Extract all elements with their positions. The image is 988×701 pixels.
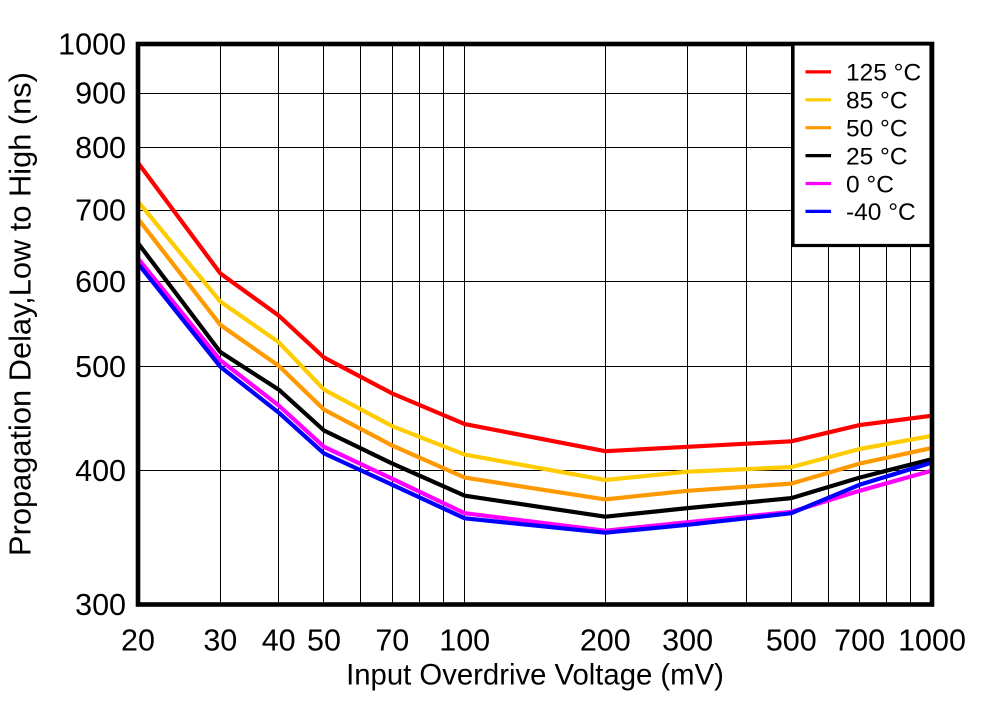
svg-text:50: 50 bbox=[307, 623, 341, 657]
svg-text:25 °C: 25 °C bbox=[846, 143, 908, 170]
svg-text:Input Overdrive Voltage (mV): Input Overdrive Voltage (mV) bbox=[346, 659, 724, 692]
svg-text:300: 300 bbox=[662, 623, 713, 657]
svg-text:900: 900 bbox=[75, 76, 126, 110]
svg-text:-40 °C: -40 °C bbox=[846, 199, 916, 226]
svg-text:800: 800 bbox=[75, 131, 126, 165]
svg-text:600: 600 bbox=[75, 265, 126, 299]
svg-text:500: 500 bbox=[75, 350, 126, 384]
svg-text:85 °C: 85 °C bbox=[846, 88, 908, 115]
svg-text:500: 500 bbox=[766, 623, 817, 657]
svg-text:100: 100 bbox=[439, 623, 490, 657]
svg-text:300: 300 bbox=[75, 588, 126, 622]
svg-text:1000: 1000 bbox=[58, 27, 126, 61]
svg-text:125 °C: 125 °C bbox=[846, 60, 921, 87]
svg-text:1000: 1000 bbox=[898, 623, 966, 657]
svg-text:700: 700 bbox=[75, 193, 126, 227]
svg-text:70: 70 bbox=[375, 623, 409, 657]
svg-text:40: 40 bbox=[262, 623, 296, 657]
svg-text:700: 700 bbox=[834, 623, 885, 657]
svg-text:400: 400 bbox=[75, 454, 126, 488]
svg-text:0 °C: 0 °C bbox=[846, 171, 894, 198]
svg-text:200: 200 bbox=[580, 623, 631, 657]
svg-text:50 °C: 50 °C bbox=[846, 116, 908, 143]
svg-text:20: 20 bbox=[121, 623, 155, 657]
svg-text:Propagation Delay,Low to High: Propagation Delay,Low to High (ns) bbox=[3, 72, 38, 556]
svg-text:30: 30 bbox=[203, 623, 237, 657]
